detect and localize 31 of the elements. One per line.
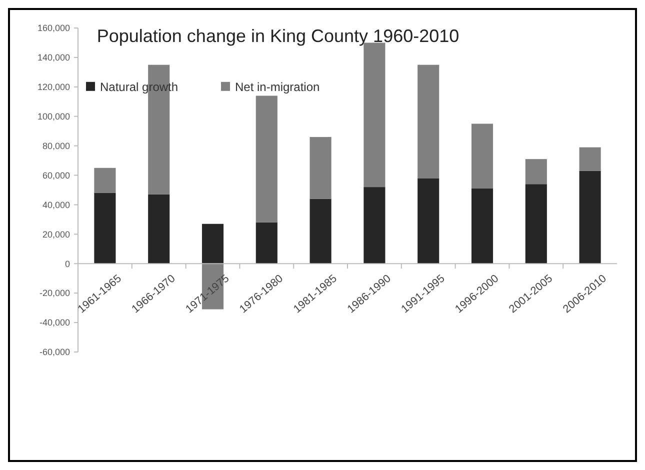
bar [310, 198, 332, 264]
y-tick-label: 0 [64, 258, 70, 269]
y-tick-label: 40,000 [42, 200, 70, 210]
y-tick-label: 120,000 [37, 82, 70, 92]
bar [418, 64, 440, 178]
legend-label: Net in-migration [235, 80, 320, 94]
bar [364, 187, 386, 264]
bar [94, 192, 116, 264]
bar [471, 124, 494, 189]
y-tick-label: 160,000 [37, 23, 70, 34]
y-tick-label: 140,000 [37, 52, 70, 63]
bar [579, 170, 601, 264]
bar [202, 224, 224, 264]
y-tick-label: -40,000 [39, 318, 70, 328]
bar [579, 147, 601, 171]
bar [256, 96, 278, 222]
y-tick-label: -60,000 [39, 347, 70, 358]
y-tick-label: -20,000 [39, 288, 70, 298]
bar [148, 194, 170, 264]
bar [94, 168, 116, 193]
chart-title: Population change in King County 1960-2010 [96, 26, 460, 46]
bar [256, 222, 278, 264]
bar [310, 136, 332, 199]
bar [418, 178, 440, 264]
y-tick-label: 60,000 [42, 170, 70, 180]
y-tick-label: 20,000 [42, 229, 70, 240]
bar [525, 184, 547, 264]
y-tick-label: 80,000 [42, 140, 70, 151]
y-tick-label: 100,000 [37, 112, 70, 122]
bar [525, 159, 547, 184]
bar [471, 188, 494, 264]
